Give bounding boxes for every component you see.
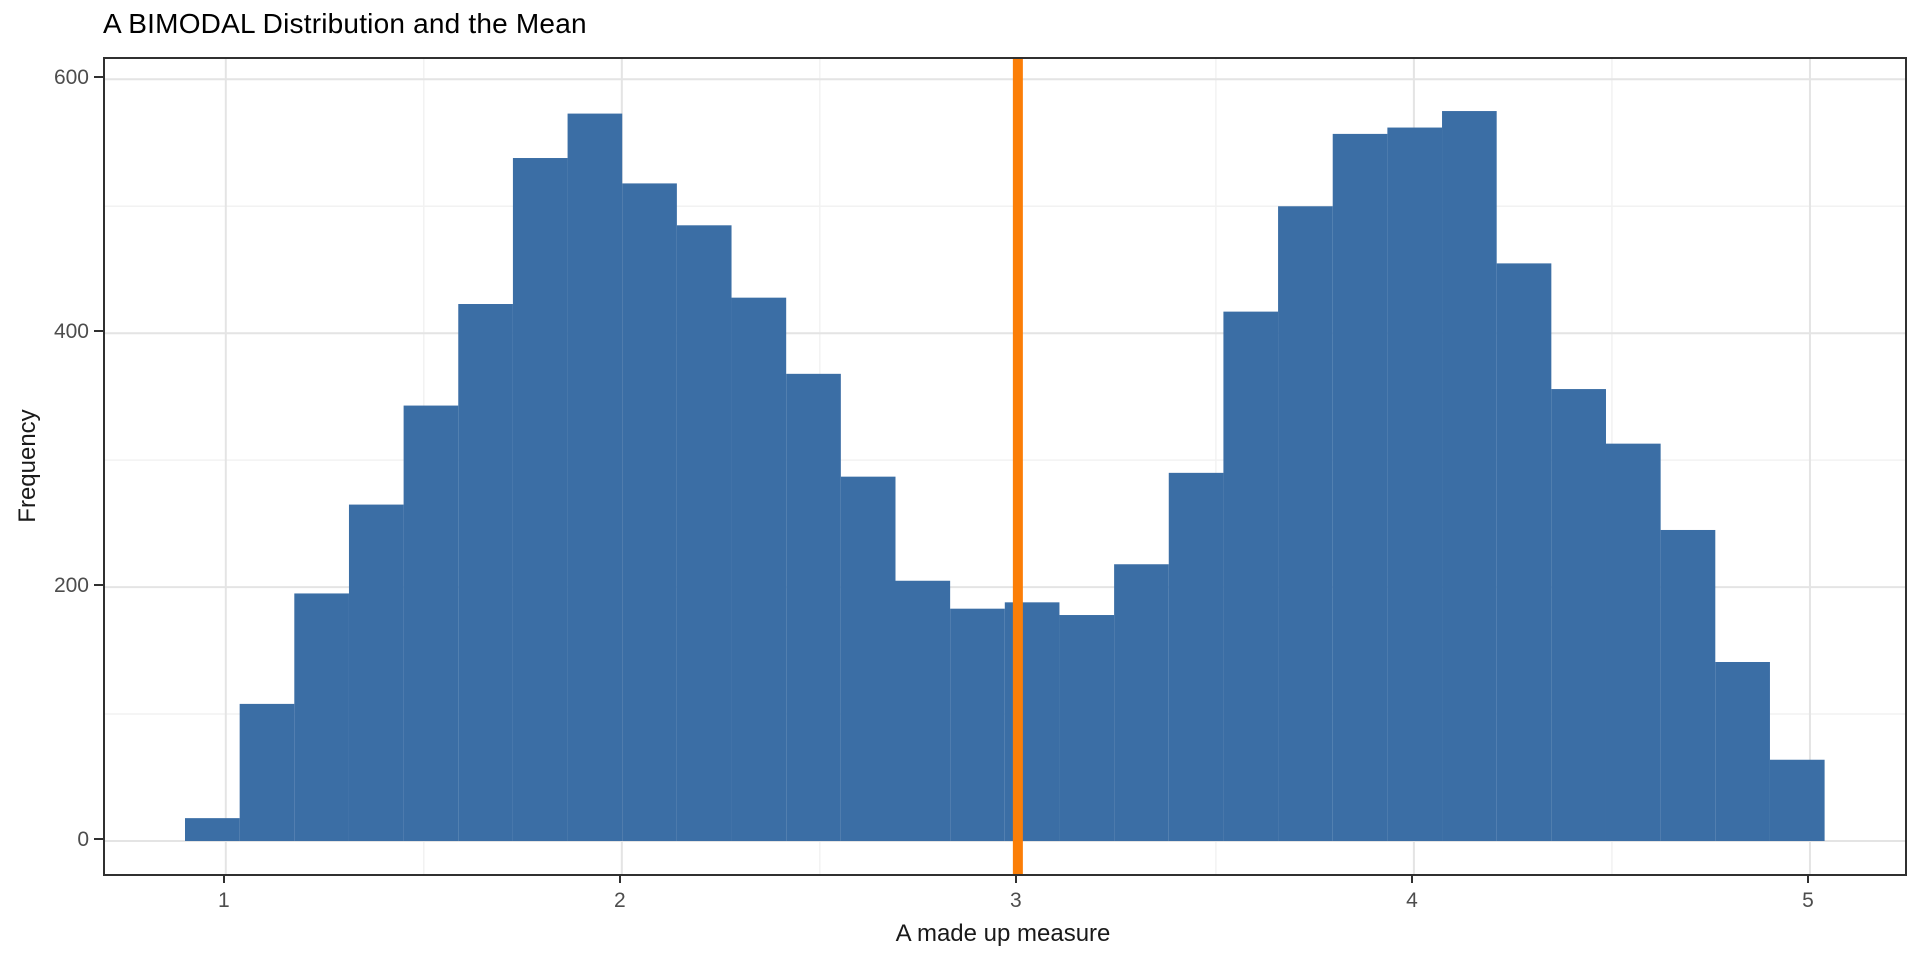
histogram-bar: [622, 183, 677, 841]
histogram-bar: [458, 304, 513, 841]
histogram-bar: [1442, 111, 1497, 841]
histogram-bar: [1223, 311, 1279, 841]
histogram-bar: [1660, 529, 1716, 841]
histogram-bar: [1769, 759, 1825, 841]
histogram-bar: [403, 405, 459, 841]
histogram-bar: [1278, 206, 1333, 841]
histogram-bar: [1332, 133, 1388, 841]
histogram-bar: [348, 504, 404, 841]
y-tick-mark: [94, 330, 103, 333]
y-tick-mark: [94, 584, 103, 587]
histogram-bar: [1059, 615, 1115, 841]
histogram-bar: [895, 580, 951, 841]
histogram-bar: [1496, 263, 1552, 841]
x-tick-mark: [1410, 874, 1413, 883]
y-axis-title: Frequency: [14, 409, 41, 523]
y-tick-mark: [94, 837, 103, 840]
x-axis-title: A made up measure: [895, 920, 1111, 947]
y-tick-label: 600: [53, 66, 89, 90]
x-tick-label: 5: [1802, 889, 1814, 912]
histogram-bar: [950, 608, 1005, 841]
x-tick-label: 2: [613, 889, 626, 912]
x-tick-mark: [1806, 874, 1809, 883]
histogram-bar: [1605, 443, 1661, 841]
histogram-bar: [1387, 127, 1443, 841]
histogram-bar: [676, 225, 732, 841]
y-tick-mark: [94, 76, 103, 79]
histogram-bar: [840, 476, 896, 841]
histogram-bar: [239, 703, 295, 841]
histogram-bar: [567, 113, 623, 841]
histogram-bar: [1168, 472, 1224, 841]
histogram-bar: [731, 297, 787, 841]
histogram-bar: [1551, 389, 1606, 841]
x-tick-label: 1: [217, 889, 230, 912]
histogram-bar: [1715, 661, 1770, 841]
x-tick-label: 3: [1010, 889, 1022, 912]
x-tick-mark: [1014, 874, 1017, 883]
histogram-bar: [1114, 564, 1169, 841]
histogram-bar: [512, 158, 568, 841]
plot-panel: [103, 57, 1907, 876]
y-tick-label: 200: [53, 574, 89, 598]
histogram-bar: [185, 818, 240, 841]
x-tick-label: 4: [1406, 889, 1418, 912]
histogram-bar: [294, 593, 349, 841]
plot-title: A BIMODAL Distribution and the Mean: [103, 8, 587, 39]
x-tick-mark: [222, 874, 225, 883]
y-tick-label: 400: [53, 320, 89, 344]
y-tick-label: 0: [77, 827, 89, 851]
histogram-svg: [105, 59, 1905, 874]
histogram-bar: [786, 373, 841, 841]
x-tick-mark: [618, 874, 621, 883]
